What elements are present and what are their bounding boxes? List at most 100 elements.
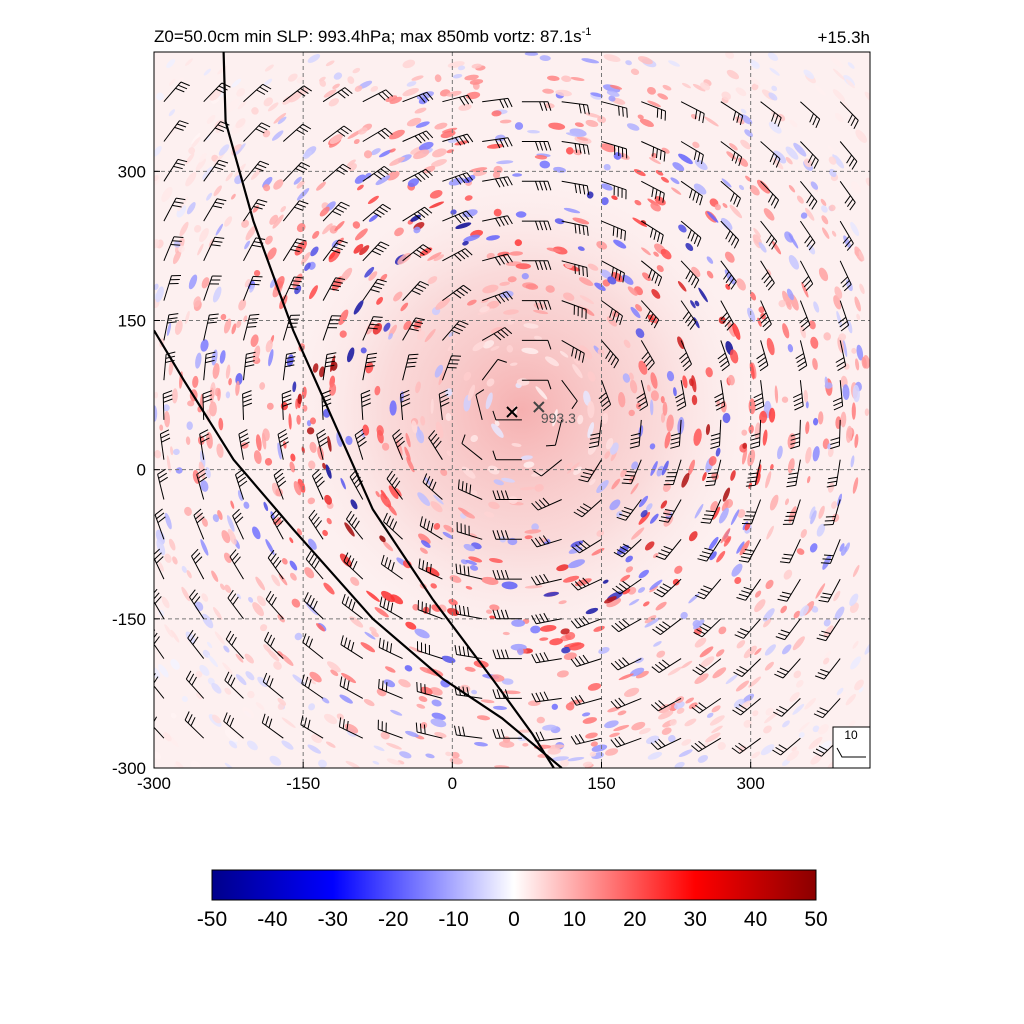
vorticity-cell: [307, 744, 322, 754]
vorticity-cell: [158, 664, 169, 678]
vorticity-cell: [154, 450, 162, 459]
wind-barb-flag: [237, 476, 246, 484]
wind-barb-flag: [227, 674, 233, 684]
wind-barb-flag: [229, 593, 237, 602]
vorticity-cell: [739, 540, 750, 556]
wind-barb-staff: [617, 697, 642, 709]
vorticity-cell: [622, 588, 631, 595]
wind-barb-flag: [629, 445, 640, 449]
wind-barb-flag: [361, 394, 371, 399]
vorticity-cell: [359, 245, 370, 256]
wind-barb-flag: [422, 244, 432, 251]
vorticity-cell: [624, 687, 640, 698]
vorticity-cell: [602, 579, 609, 584]
wind-barb-staff: [202, 393, 205, 420]
wind-barb-flag: [282, 390, 292, 395]
vorticity-cell: [681, 472, 690, 488]
wind-barb-flag: [467, 566, 470, 577]
wind-barb-flag: [661, 659, 671, 667]
wind-barb-flag: [507, 98, 513, 108]
wind-barb-flag: [303, 592, 309, 602]
vorticity-cell: [782, 644, 792, 655]
vorticity-cell: [827, 447, 834, 458]
vorticity-cell: [789, 119, 798, 128]
vorticity-cell: [748, 676, 762, 688]
wind-barb-flag: [739, 115, 744, 126]
wind-barb-flag: [386, 600, 390, 611]
vorticity-cell: [821, 205, 828, 213]
wind-barb-flag: [383, 165, 393, 173]
wind-barb-staff: [601, 300, 623, 317]
wind-barb-flag: [543, 573, 550, 583]
vorticity-cell: [795, 679, 804, 688]
vorticity-cell: [168, 360, 174, 376]
wind-barb-flag: [503, 98, 509, 108]
wind-barb-flag: [278, 433, 288, 439]
wind-barb-staff: [714, 459, 722, 486]
wind-barb-flag: [351, 517, 358, 526]
vorticity-cell: [763, 608, 775, 622]
vorticity-cell: [691, 266, 701, 278]
vorticity-cell: [809, 543, 818, 553]
wind-barb-flag: [586, 226, 589, 236]
vorticity-cell: [402, 87, 419, 97]
wind-barb-flag: [823, 524, 834, 526]
wind-barb-staff: [441, 355, 452, 381]
wind-barb-flag: [793, 397, 803, 403]
wind-barb-reference-key: 10: [832, 726, 871, 769]
wind-barb-flag: [574, 696, 581, 705]
vorticity-cell: [608, 95, 616, 102]
wind-barb-flag: [721, 364, 730, 372]
vorticity-cell: [777, 445, 783, 460]
vorticity-cell: [836, 687, 844, 696]
vorticity-cell: [352, 67, 361, 74]
wind-barb-staff: [343, 560, 364, 580]
wind-barb-staff: [341, 602, 364, 620]
wind-barb-flag: [342, 719, 345, 729]
wind-barb-flag: [767, 282, 775, 291]
wind-barb-flag: [242, 394, 252, 399]
wind-barb-staff: [442, 210, 467, 222]
wind-barb-flag: [722, 315, 730, 324]
wind-barb-staff: [561, 339, 585, 354]
vorticity-cell: [576, 136, 589, 141]
vorticity-cell: [281, 717, 296, 728]
vorticity-cell: [543, 591, 560, 597]
vorticity-cell: [230, 500, 235, 509]
vorticity-cell: [263, 97, 274, 107]
vorticity-cell: [202, 166, 213, 180]
vorticity-cell: [207, 654, 218, 668]
vorticity-cell: [693, 183, 707, 195]
vorticity-cell: [587, 422, 595, 439]
wind-barb-flag: [813, 713, 823, 719]
vorticity-cell: [253, 345, 261, 363]
vorticity-cell: [328, 98, 339, 107]
wind-barb-flag: [258, 125, 268, 131]
wind-barb-flag: [290, 248, 300, 253]
vorticity-cell: [706, 712, 714, 718]
wind-barb-flag: [535, 300, 539, 310]
wind-barb-flag: [786, 484, 796, 488]
vorticity-cell: [410, 214, 421, 222]
wind-barb-flag: [154, 588, 158, 594]
wind-barb-flag: [586, 145, 590, 155]
wind-barb-flag: [653, 591, 663, 598]
vorticity-cell: [248, 596, 254, 603]
wind-barb-staff: [265, 598, 284, 620]
vorticity-cell: [212, 514, 220, 523]
vorticity-cell: [227, 528, 237, 545]
wind-barb-staff: [417, 650, 443, 660]
wind-barb-flag: [458, 726, 461, 736]
wind-barb-flag: [391, 477, 398, 486]
wind-barb-flag: [492, 569, 497, 580]
wind-barb-flag: [699, 554, 710, 559]
vorticity-cell: [206, 641, 213, 649]
vorticity-cell: [648, 157, 661, 165]
wind-barb-flag: [325, 364, 335, 368]
wind-barb-flag: [587, 104, 590, 115]
wind-barb-flag: [623, 478, 633, 481]
wind-barb-staff: [362, 127, 386, 142]
vorticity-cell: [596, 241, 608, 250]
vorticity-cell: [307, 497, 316, 505]
wind-barb-flag: [264, 631, 270, 641]
